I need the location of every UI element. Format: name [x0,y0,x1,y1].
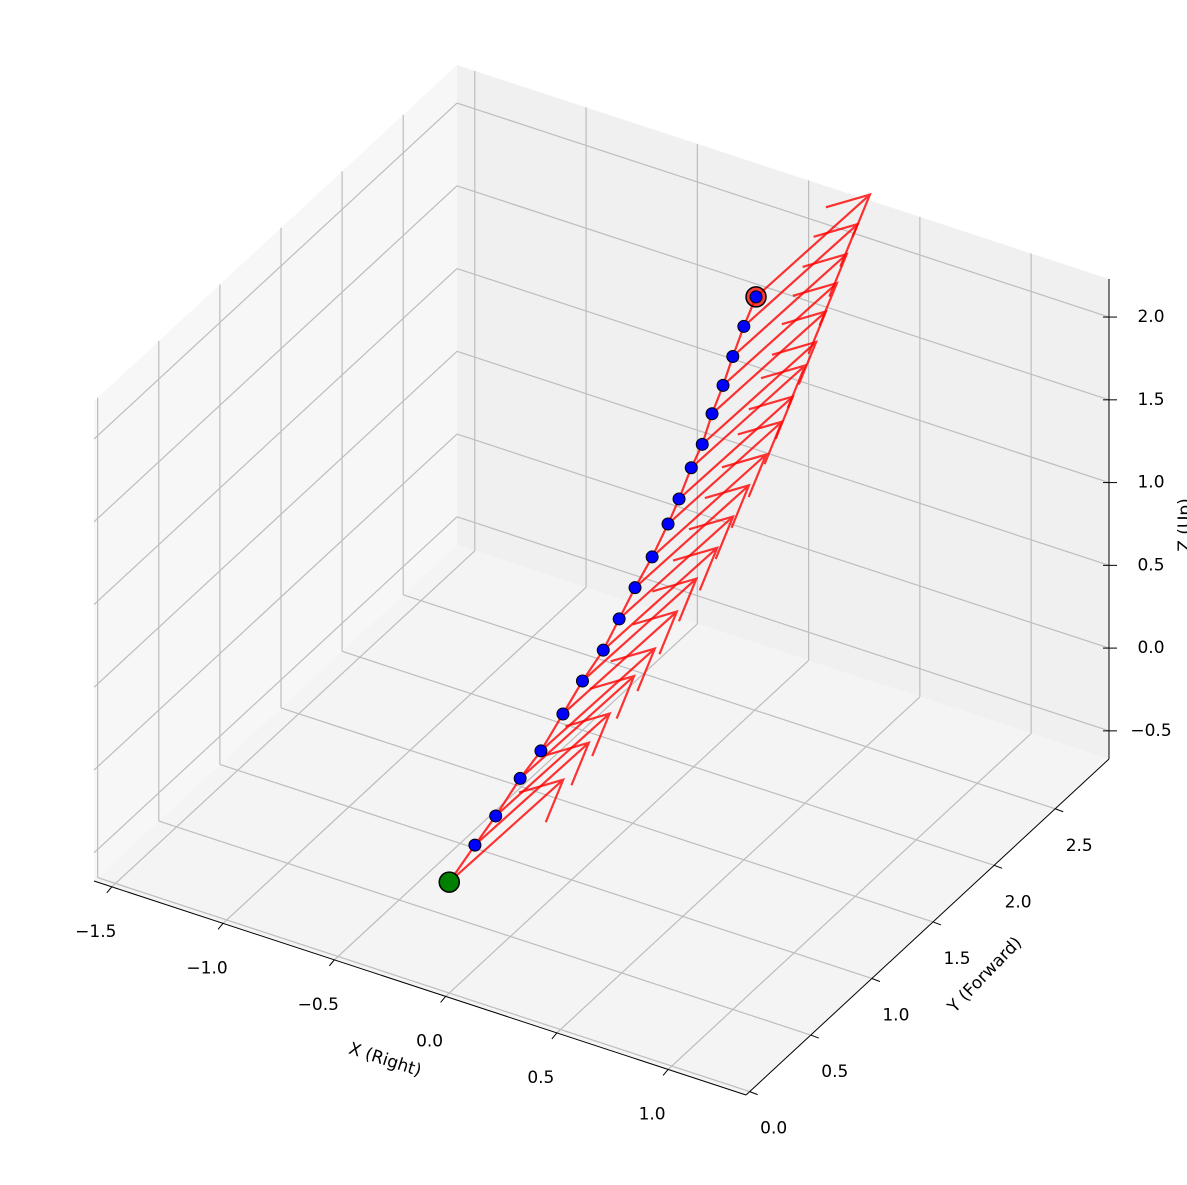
y-axis [745,758,1110,1096]
point [716,378,730,392]
tick-mark [662,1069,669,1076]
x-tick-label: 1.0 [639,1104,666,1124]
x-axis [93,880,747,1096]
arrow [562,609,679,715]
tick-mark [810,1034,819,1039]
arrow [581,576,699,682]
pane-floor [94,545,1109,1095]
grid-line [93,516,458,854]
point [612,612,626,626]
tick-mark [749,1091,758,1096]
z-tick-label: 1.0 [1137,473,1164,493]
pane-left [94,65,457,881]
y-tick-label: 1.0 [882,1005,909,1025]
tick-mark [993,864,1003,869]
grid-line [456,516,1110,732]
tick-mark [106,886,113,894]
tick-mark [871,978,881,982]
z-tick-label: 0.5 [1137,555,1164,575]
grid-line [333,623,698,961]
arrow [448,778,566,883]
grid-line [456,433,1110,649]
grid-line [280,707,934,923]
point [695,437,709,451]
grid-line [97,877,750,1093]
tick-mark [217,923,224,930]
x-tick-label: 0.5 [527,1068,554,1088]
point [726,349,740,363]
x-tick-label: −1.5 [75,922,116,942]
point [489,809,503,823]
point [749,290,763,304]
z-tick-label: 2.0 [1137,307,1164,327]
z-tick-label: 1.5 [1137,390,1164,410]
point [628,581,642,595]
start-marker [438,871,461,893]
x-tick-label: −0.5 [298,995,339,1015]
y-axis-label: Y (Forward) [943,933,1026,1018]
y-tick-label: 0.5 [821,1062,848,1082]
x-tick-label: 0.0 [416,1031,443,1051]
arrow [732,252,849,358]
y-tick-label: 1.5 [943,949,970,969]
point [596,643,610,657]
grid-line [556,696,921,1034]
pane-back [457,65,1109,759]
y-tick-label: 2.5 [1066,836,1093,856]
arrow [722,281,839,387]
y-tick-label: 0.0 [760,1119,787,1139]
grid-line [445,659,809,997]
grid-line [111,550,476,888]
grid-line [667,732,1032,1070]
grid-line [456,268,1110,484]
arrow [701,340,819,446]
y-tick-label: 2.0 [1005,892,1032,912]
arrow [474,741,591,846]
grid-line [158,820,811,1036]
x-tick-label: −1.0 [186,958,227,978]
grid-line [456,185,1110,401]
point [575,674,589,688]
arrow [494,711,612,817]
z-tick-label: −0.5 [1130,721,1171,741]
grid-line [456,350,1110,566]
point [556,707,570,721]
tick-mark [1055,808,1064,813]
point [468,838,482,852]
grid-line [93,185,458,523]
point [661,517,675,531]
z-tick-label: 0.0 [1137,638,1164,658]
grid-line [93,102,458,440]
arrow [634,483,751,589]
point [737,319,751,333]
grid-line [403,594,1056,810]
grid-line [456,102,1110,318]
point [534,744,548,758]
grid-line [93,268,458,606]
arrow [519,674,636,780]
point [705,407,719,421]
arrow [690,363,808,469]
x-axis-label: X (Right) [346,1039,424,1081]
point [672,492,686,506]
grid-line [93,433,458,771]
grid-line [219,763,873,980]
point [684,461,698,475]
tick-mark [440,996,446,1003]
grid-line [341,650,995,866]
tick-mark [551,1032,558,1040]
tick-mark [932,921,942,926]
z-axis-label: Z (Up) [1175,498,1187,552]
grid-line [222,586,587,924]
point [513,771,527,785]
grid-line [93,350,458,688]
point [645,550,659,564]
tick-mark [328,959,335,967]
arrow [755,192,872,298]
